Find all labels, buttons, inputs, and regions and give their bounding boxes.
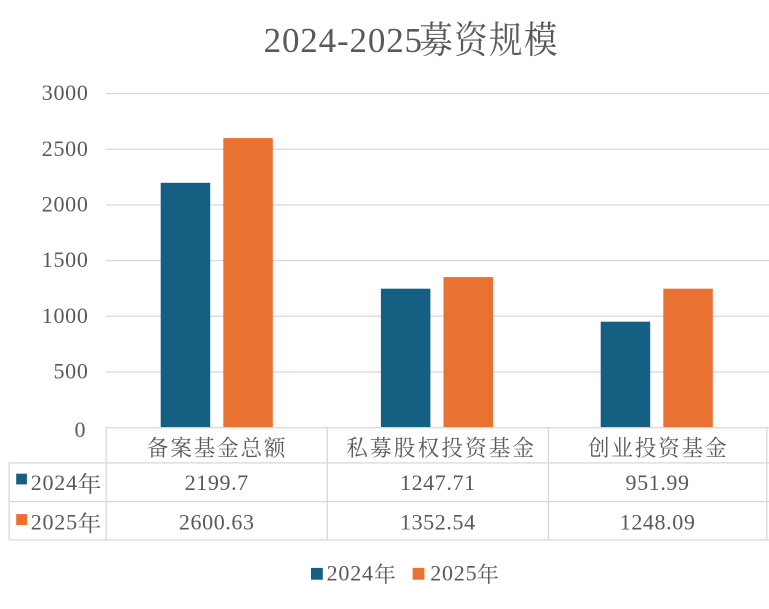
svg-text:1352.54: 1352.54 — [400, 510, 476, 535]
svg-text:2024-2025: 2024-2025 — [264, 21, 423, 60]
svg-text:1248.09: 1248.09 — [620, 510, 696, 535]
svg-text:1247.71: 1247.71 — [400, 470, 476, 495]
svg-text:0: 0 — [75, 417, 86, 442]
svg-text:2600.63: 2600.63 — [179, 510, 255, 535]
svg-text:1000: 1000 — [42, 303, 89, 328]
svg-text:2000: 2000 — [42, 192, 89, 217]
svg-text:951.99: 951.99 — [626, 470, 690, 495]
svg-text:2024: 2024 — [327, 560, 374, 585]
svg-text:1500: 1500 — [42, 247, 89, 272]
svg-text:2025: 2025 — [430, 560, 477, 585]
svg-text:2024: 2024 — [31, 470, 78, 495]
svg-text:2199.7: 2199.7 — [185, 470, 249, 495]
svg-text:3000: 3000 — [42, 80, 89, 105]
svg-text:2500: 2500 — [42, 136, 89, 161]
svg-text:500: 500 — [53, 359, 88, 384]
svg-text:2025: 2025 — [31, 510, 78, 535]
